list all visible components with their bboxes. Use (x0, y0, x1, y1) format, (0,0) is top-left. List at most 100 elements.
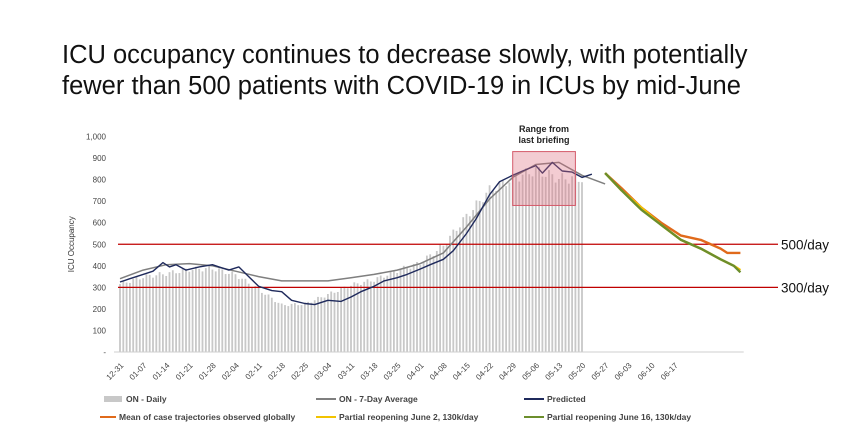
daily-bar (188, 271, 191, 352)
daily-bar (310, 302, 313, 352)
daily-bar (313, 300, 316, 352)
daily-bar (518, 181, 521, 352)
daily-bar (452, 229, 455, 352)
daily-bar (191, 270, 194, 352)
x-tick-label: 05-13 (543, 361, 564, 382)
daily-bar (429, 254, 432, 352)
range-annotation-label: last briefing (519, 135, 570, 145)
y-tick-label: 500 (93, 240, 107, 249)
daily-bar (327, 294, 329, 352)
daily-bar (303, 302, 306, 352)
daily-bar (488, 185, 491, 352)
daily-bar (211, 269, 214, 352)
predicted-line (119, 161, 593, 306)
legend-item-june16: Partial reopening June 16, 130k/day (524, 412, 691, 422)
daily-bar (218, 268, 220, 352)
x-tick-label: 04-29 (497, 361, 518, 382)
legend-swatch-mean-global (100, 416, 116, 418)
range-annotation-label: Range from (519, 124, 569, 134)
daily-bar (393, 271, 395, 352)
daily-bar (297, 305, 300, 352)
daily-bar (185, 268, 187, 352)
legend-item-daily: ON - Daily (104, 394, 167, 404)
daily-bar (224, 274, 227, 352)
daily-bar (234, 274, 237, 352)
daily-bar (201, 271, 204, 352)
daily-bar (419, 265, 422, 352)
daily-bar (148, 274, 151, 352)
y-tick-label: 400 (93, 262, 107, 271)
daily-bar (402, 265, 405, 352)
x-tick-label: 03-18 (359, 361, 380, 382)
daily-bar (261, 292, 263, 352)
daily-bar (360, 285, 362, 352)
daily-bar (267, 294, 270, 352)
daily-bar (122, 280, 125, 352)
daily-bar (158, 272, 161, 352)
daily-bar (251, 286, 253, 352)
daily-bar (511, 173, 514, 352)
daily-bar (181, 268, 184, 352)
threshold-label-300: 300/day (781, 280, 829, 295)
range-from-last-briefing-box (512, 151, 576, 206)
daily-bar (412, 263, 415, 352)
threshold-label-500: 500/day (781, 237, 829, 252)
daily-bar (204, 268, 207, 352)
x-tick-label: 04-08 (428, 361, 449, 382)
daily-bar (300, 305, 303, 352)
daily-bar (442, 245, 445, 352)
daily-bar (198, 268, 201, 352)
daily-bar (241, 278, 243, 352)
daily-bar (280, 303, 283, 352)
daily-bar (439, 244, 441, 352)
daily-bar (336, 291, 339, 352)
daily-bar (449, 235, 451, 352)
daily-bar (432, 255, 435, 352)
daily-bar (350, 285, 352, 352)
daily-bar (165, 275, 168, 352)
daily-bar (492, 190, 494, 352)
daily-bar (155, 275, 158, 352)
daily-bar (208, 266, 210, 352)
daily-bar (320, 297, 323, 352)
daily-bar (505, 186, 507, 352)
x-tick-label: 06-10 (636, 361, 657, 382)
y-tick-label: 900 (93, 154, 107, 163)
daily-bar (577, 181, 580, 352)
daily-bar (125, 282, 128, 352)
y-tick-label: 100 (93, 326, 107, 335)
daily-bar (135, 277, 138, 352)
legend-label-daily: ON - Daily (126, 394, 167, 404)
daily-bar (379, 275, 382, 352)
daily-bar (409, 268, 412, 352)
x-tick-label: 03-04 (312, 361, 333, 382)
daily-bar (564, 179, 567, 352)
x-tick-label: 02-25 (289, 361, 310, 382)
daily-bar (558, 179, 560, 352)
daily-bar (508, 182, 511, 352)
legend-swatch-predicted (524, 398, 544, 400)
y-axis-label: ICU Occupancy (67, 216, 76, 272)
legend-swatch-june2 (316, 416, 336, 418)
daily-bar (366, 279, 369, 352)
daily-bar (548, 170, 550, 352)
legend-item-predicted: Predicted (524, 394, 586, 404)
legend-swatch-june16 (524, 416, 544, 418)
daily-bar (346, 288, 349, 352)
daily-bar (515, 176, 517, 352)
y-tick-label: 700 (93, 197, 107, 206)
daily-bar (257, 287, 260, 352)
x-tick-label: 01-21 (174, 361, 195, 382)
x-tick-label: 02-18 (266, 361, 287, 382)
daily-bar (525, 168, 527, 352)
legend-label-predicted: Predicted (547, 394, 586, 404)
x-tick-label: 01-07 (128, 361, 149, 382)
daily-bar (214, 271, 217, 352)
daily-bar (142, 278, 144, 352)
daily-bar (528, 174, 531, 352)
legend-label-june2: Partial reopening June 2, 130k/day (339, 412, 479, 422)
daily-bar (445, 244, 448, 352)
daily-bar (373, 281, 375, 352)
chart-title-line-1: ICU occupancy continues to decrease slow… (62, 41, 748, 69)
daily-bar (538, 167, 540, 352)
